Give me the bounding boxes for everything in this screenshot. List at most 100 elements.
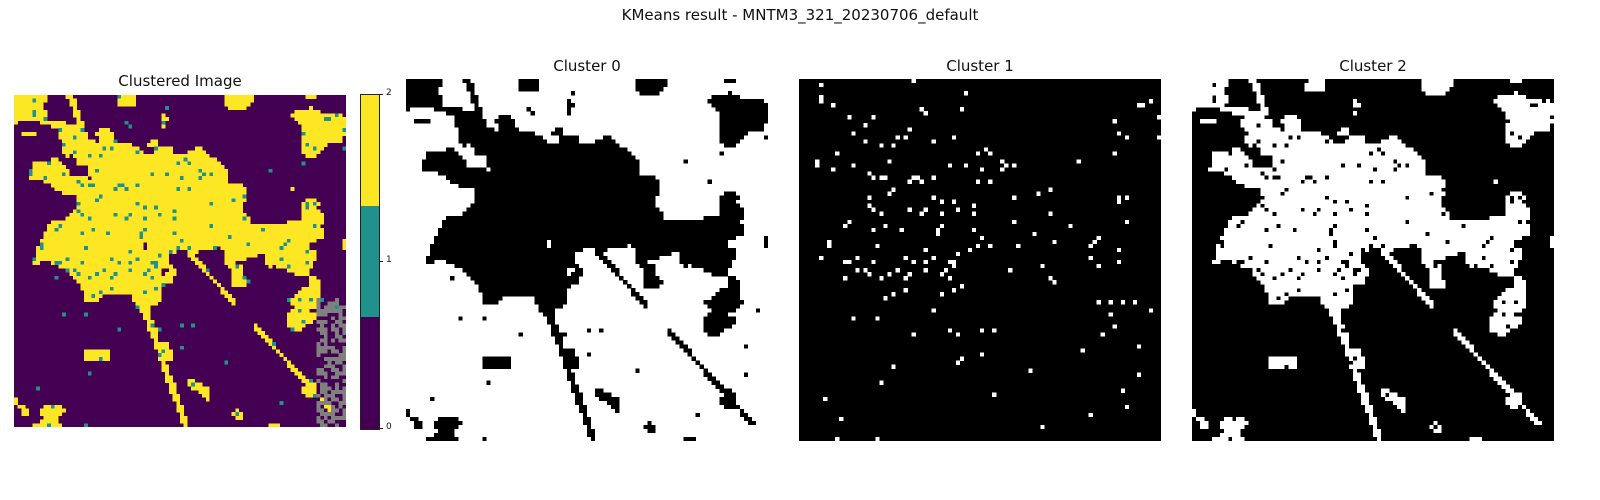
clustered-pixel	[168, 176, 173, 181]
clustered-pixel	[250, 235, 254, 240]
clustered-pixel	[257, 327, 262, 332]
cluster-0-pixel	[522, 135, 527, 140]
clustered-pixel	[102, 150, 107, 155]
cluster-0-pixel	[655, 255, 660, 261]
clustered-pixel	[106, 150, 111, 155]
cluster-0-pixel	[522, 79, 527, 84]
clustered-pixel	[58, 224, 63, 228]
clustered-pixel	[50, 176, 55, 181]
clustered-pixel	[50, 419, 55, 424]
cluster-0-pixel	[566, 215, 572, 220]
clustered-pixel	[154, 198, 159, 203]
clustered-pixel	[316, 213, 321, 217]
clustered-pixel	[187, 201, 192, 206]
clustered-pixel	[327, 128, 332, 133]
colorbar-level-2	[361, 95, 379, 206]
nodata-pixel	[316, 349, 321, 354]
clustered-pixel	[305, 235, 310, 240]
cluster-0-pixel	[623, 231, 628, 237]
clustered-pixel	[36, 95, 41, 99]
clustered-pixel	[183, 183, 188, 188]
cluster-0-pixel	[498, 167, 503, 172]
clustered-pixel	[312, 275, 317, 280]
cluster-0-pixel	[438, 255, 443, 261]
clustered-pixel	[54, 419, 59, 424]
clustered-pixel	[87, 290, 92, 295]
clustered-pixel	[157, 209, 162, 214]
clustered-pixel	[139, 161, 144, 166]
cluster-0-pixel	[430, 83, 435, 88]
nodata-pixel	[316, 408, 321, 413]
cluster-0-pixel	[739, 127, 745, 132]
cluster-0-pixel	[446, 239, 451, 245]
clustered-pixel	[95, 249, 100, 254]
cluster-0-pixel	[530, 139, 535, 144]
clustered-pixel	[157, 157, 162, 162]
cluster-0-pixel	[518, 183, 523, 188]
cluster-0-pixel	[490, 159, 495, 164]
cluster-0-pixel	[434, 163, 439, 168]
cluster-0-pixel	[502, 127, 507, 132]
clustered-pixel	[135, 224, 140, 228]
clustered-pixel	[157, 179, 162, 184]
clustered-pixel	[73, 113, 77, 118]
clustered-pixel	[113, 198, 118, 203]
clustered-pixel	[205, 386, 210, 391]
cluster-0-pixel	[566, 231, 572, 237]
cluster-0-pixel	[506, 123, 511, 128]
cluster-0-pixel	[490, 179, 495, 184]
cluster-0-pixel	[699, 251, 704, 257]
cluster-0-pixel	[562, 199, 568, 204]
cluster-0-pixel	[603, 147, 608, 152]
cluster-0-pixel	[647, 223, 652, 229]
clustered-pixel	[120, 216, 125, 221]
clustered-pixel	[113, 272, 118, 276]
cluster-0-pixel	[582, 151, 588, 156]
clustered-pixel	[65, 131, 70, 136]
clustered-pixel	[50, 404, 55, 409]
cluster-0-pixel	[558, 159, 564, 164]
cluster-0-pixel	[723, 111, 728, 116]
clustered-pixel	[98, 286, 103, 291]
clustered-pixel	[216, 201, 221, 206]
cluster-0-pixel	[550, 207, 556, 212]
cluster-0-pixel	[615, 223, 620, 229]
cluster-0-pixel	[442, 163, 447, 168]
clustered-pixel	[161, 117, 166, 122]
cluster-0-pixel	[414, 79, 419, 84]
cluster-0-pixel	[570, 227, 576, 233]
cluster-0-pixel	[607, 159, 612, 164]
cluster-0-pixel	[546, 175, 552, 180]
cluster-0-pixel	[438, 79, 443, 84]
clustered-pixel	[69, 249, 74, 254]
clustered-pixel	[84, 157, 88, 162]
cluster-0-pixel	[470, 143, 475, 148]
cluster-0-pixel	[566, 147, 572, 152]
cluster-0-pixel	[595, 211, 600, 216]
cluster-0-pixel	[647, 175, 652, 180]
cluster-0-pixel	[683, 231, 688, 237]
cluster-0-pixel	[607, 187, 612, 192]
clustered-pixel	[124, 283, 129, 288]
clustered-pixel	[176, 198, 181, 203]
cluster-0-pixel	[587, 163, 592, 168]
cluster-0-pixel	[703, 231, 708, 237]
cluster-0-pixel	[723, 123, 728, 128]
cluster-0-pixel	[731, 235, 737, 241]
cluster-0-pixel	[623, 195, 628, 200]
cluster-0-pixel	[530, 167, 535, 172]
clustered-pixel	[172, 201, 177, 206]
clustered-pixel	[165, 165, 170, 169]
cluster-0-pixel	[731, 119, 737, 124]
clustered-pixel	[191, 386, 195, 391]
clustered-pixel	[117, 176, 122, 181]
cluster-0-pixel	[687, 219, 692, 225]
clustered-pixel	[290, 220, 295, 225]
cluster-0-pixel	[454, 227, 459, 233]
clustered-pixel	[120, 268, 125, 273]
clustered-pixel	[28, 168, 33, 173]
clustered-pixel	[165, 257, 170, 262]
clustered-pixel	[275, 246, 280, 251]
cluster-0-pixel	[430, 159, 435, 164]
cluster-0-pixel	[458, 155, 463, 160]
